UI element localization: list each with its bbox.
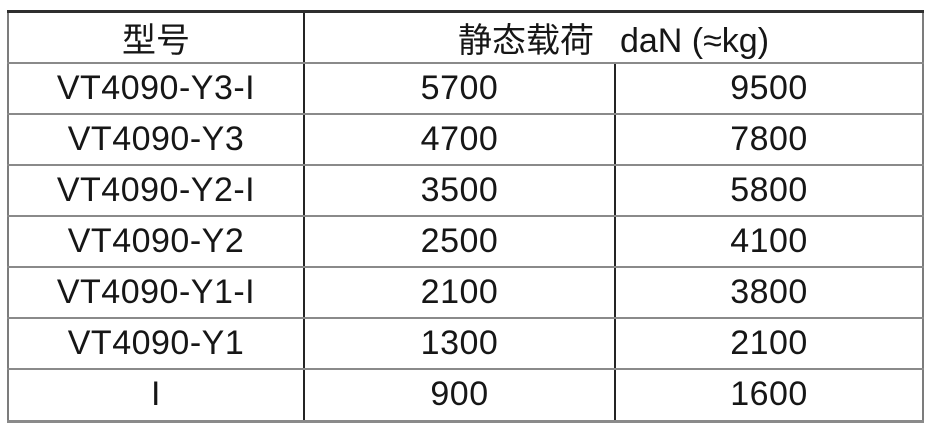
model-cell: VT4090-Y2 bbox=[7, 215, 305, 268]
model-cell: VT4090-Y3-I bbox=[7, 62, 305, 115]
load-dan-cell: 900 bbox=[303, 368, 616, 423]
load-kg-cell: 3800 bbox=[613, 266, 925, 319]
table-row: I 900 1600 bbox=[7, 368, 925, 423]
table-row: VT4090-Y1-I 2100 3800 bbox=[7, 266, 925, 319]
load-kg-cell: 1600 bbox=[613, 368, 925, 423]
model-cell: I bbox=[7, 368, 305, 423]
static-load-spec-table: 型号 静态载荷 daN (≈kg) VT4090-Y3-I 5700 9500 V… bbox=[7, 10, 925, 423]
table-row: VT4090-Y1 1300 2100 bbox=[7, 317, 925, 370]
model-cell: VT4090-Y3 bbox=[7, 113, 305, 166]
load-dan-cell: 2100 bbox=[303, 266, 616, 319]
load-kg-cell: 5800 bbox=[613, 164, 925, 217]
load-kg-cell: 2100 bbox=[613, 317, 925, 370]
model-cell: VT4090-Y2-I bbox=[7, 164, 305, 217]
table-row: VT4090-Y3-I 5700 9500 bbox=[7, 62, 925, 115]
table-row: VT4090-Y2 2500 4100 bbox=[7, 215, 925, 268]
model-column-header: 型号 bbox=[7, 10, 305, 64]
table-row: VT4090-Y3 4700 7800 bbox=[7, 113, 925, 166]
load-dan-cell: 4700 bbox=[303, 113, 616, 166]
load-kg-cell: 4100 bbox=[613, 215, 925, 268]
model-cell: VT4090-Y1 bbox=[7, 317, 305, 370]
load-dan-cell: 2500 bbox=[303, 215, 616, 268]
table-row: VT4090-Y2-I 3500 5800 bbox=[7, 164, 925, 217]
load-kg-cell: 9500 bbox=[613, 62, 925, 115]
load-dan-cell: 3500 bbox=[303, 164, 616, 217]
model-cell: VT4090-Y1-I bbox=[7, 266, 305, 319]
static-load-column-header: 静态载荷 daN (≈kg) bbox=[302, 10, 925, 64]
header-row: 型号 静态载荷 daN (≈kg) bbox=[7, 10, 925, 64]
load-dan-cell: 5700 bbox=[303, 62, 616, 115]
load-kg-cell: 7800 bbox=[613, 113, 925, 166]
load-dan-cell: 1300 bbox=[303, 317, 616, 370]
static-load-label: 静态载荷 bbox=[457, 23, 594, 60]
static-load-unit: daN (≈kg) bbox=[619, 22, 770, 60]
